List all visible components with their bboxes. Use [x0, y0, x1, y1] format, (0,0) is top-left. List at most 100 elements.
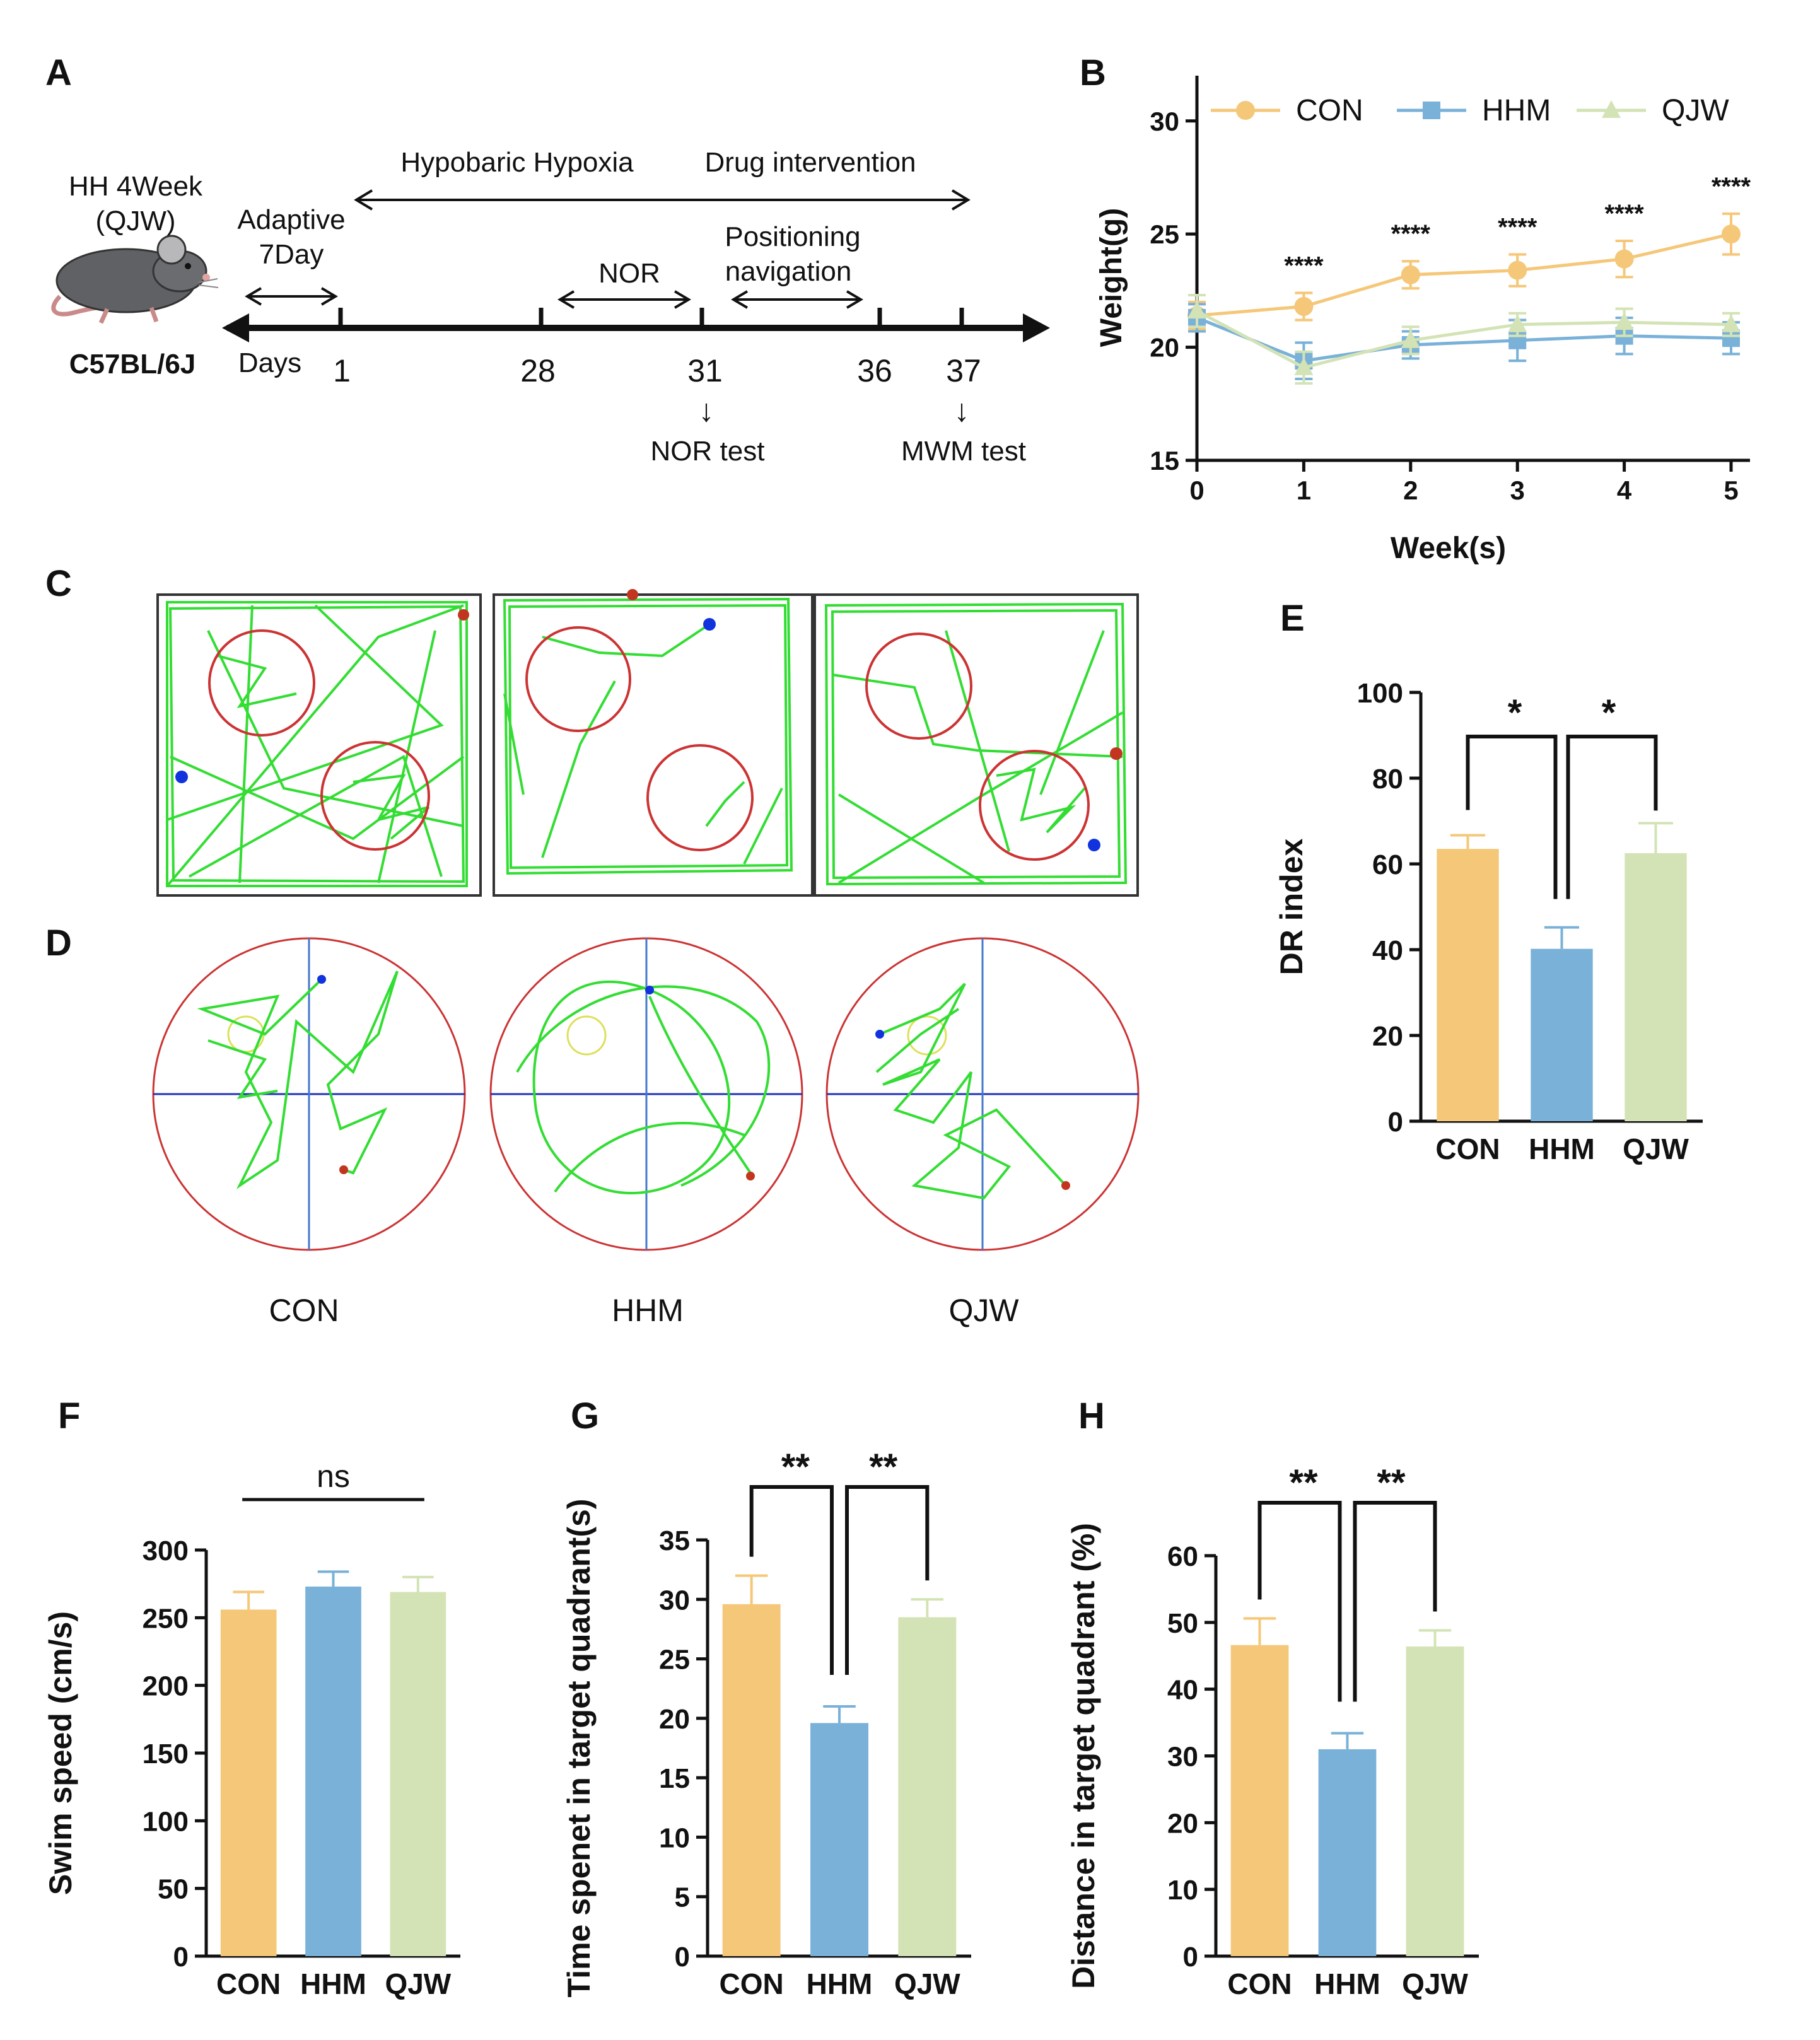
- y-tick-label: 20: [659, 1704, 690, 1735]
- weight-line-chart: 15 20 25 30 0 1 2 3 4 5 Week(s) Weight(g) **** **** **…: [1095, 76, 1751, 565]
- significance-label: *: [1508, 692, 1522, 733]
- significance-label: ****: [1498, 213, 1537, 241]
- tick-day-28: 28: [520, 353, 556, 388]
- mwm-test-label: MWM test: [901, 436, 1026, 467]
- y-tick-label: 200: [143, 1671, 189, 1702]
- mouse-icon: [51, 235, 219, 324]
- y-tick-label: 5: [675, 1882, 690, 1913]
- end-dot-icon: [1061, 1181, 1070, 1190]
- y-tick-label: 60: [1372, 849, 1403, 880]
- bar-hhm: [305, 1586, 361, 1956]
- panel-letter-a: A: [45, 52, 72, 93]
- days-label: Days: [238, 347, 301, 378]
- nor-arena-qjw: [814, 593, 1139, 897]
- y-tick-label: 15: [1150, 446, 1179, 475]
- y-tick-label: 40: [1167, 1675, 1198, 1706]
- x-tick-label: QJW: [1623, 1133, 1689, 1165]
- significance-bracket: [1566, 735, 1658, 899]
- mwm-label-con: CON: [269, 1293, 339, 1328]
- strain-label: C57BL/6J: [69, 349, 196, 380]
- y-tick-label: 0: [675, 1942, 690, 1973]
- mwm-test-arrow-icon: ↓: [954, 393, 970, 428]
- end-dot-icon: [339, 1165, 348, 1174]
- positioning-line1: Positioning: [725, 221, 860, 252]
- legend-label-con: CON: [1296, 94, 1363, 127]
- panel-letter-c: C: [45, 563, 72, 604]
- significance-bracket: [749, 1485, 834, 1675]
- panel-letter-e: E: [1280, 598, 1305, 639]
- series-line-qjw: [1196, 309, 1732, 370]
- x-tick-label: 2: [1403, 475, 1418, 505]
- y-axis-title: DR index: [1274, 838, 1309, 975]
- y-tick-label: 15: [659, 1763, 690, 1794]
- x-tick-label: HHM: [300, 1967, 366, 2000]
- significance-label: **: [1377, 1462, 1406, 1503]
- bar-qjw: [1406, 1646, 1464, 1956]
- significance-label: ****: [1604, 200, 1644, 228]
- dr-index-bar-chart: 0 20 40 60 80 100 CON HHM QJW DR index * *: [1274, 678, 1703, 1165]
- start-dot-icon: [875, 1030, 884, 1039]
- mwm-pool-qjw: [825, 937, 1140, 1251]
- y-tick-label: 25: [659, 1645, 690, 1676]
- significance-label: **: [781, 1447, 810, 1488]
- data-point-con: [1722, 224, 1741, 244]
- data-point-qjw: [1722, 314, 1741, 332]
- y-tick-label: 60: [1167, 1541, 1198, 1572]
- bar-con: [1437, 849, 1499, 1121]
- x-tick-label: 0: [1189, 475, 1204, 505]
- y-tick-label: 80: [1372, 764, 1403, 795]
- y-axis-title: Time spenet in target quadrant(s): [561, 1499, 597, 1998]
- y-tick-label: 0: [1183, 1942, 1198, 1973]
- y-tick-label: 0: [1388, 1107, 1403, 1138]
- mwm-label-hhm: HHM: [612, 1293, 684, 1328]
- y-axis-title: Weight(g): [1095, 208, 1128, 347]
- hypoxia-label: Hypobaric Hypoxia: [400, 147, 634, 178]
- data-point-qjw: [1294, 357, 1314, 375]
- distance-target-bar-chart: 0 10 20 30 40 50 60 CON HHM QJW Distance in target…: [1066, 1462, 1479, 2000]
- group-label-line1: HH 4Week: [69, 171, 203, 202]
- mwm-paths-panel: CON HHM QJW: [152, 937, 1140, 1328]
- x-tick-label: 3: [1510, 475, 1525, 505]
- data-point-con: [1401, 265, 1420, 284]
- panel-letter-b: B: [1080, 52, 1106, 93]
- y-tick-label: 10: [659, 1822, 690, 1853]
- nor-test-arrow-icon: ↓: [699, 393, 715, 428]
- bar-con: [220, 1609, 277, 1956]
- significance-label: *: [1602, 692, 1616, 733]
- time-target-bar-chart: 0 5 10 15 20 25 30 35 CON HHM QJW Time spenet in ta…: [561, 1447, 971, 2000]
- significance-bracket: [1466, 735, 1558, 899]
- panel-letter-d: D: [45, 923, 72, 964]
- start-dot-icon: [175, 771, 188, 783]
- bar-hhm: [1531, 948, 1593, 1121]
- bar-qjw: [390, 1592, 446, 1956]
- series-line-hhm: [1196, 316, 1732, 363]
- y-tick-label: 250: [143, 1603, 189, 1634]
- significance-bracket: [845, 1485, 930, 1675]
- x-tick-label: HHM: [1529, 1133, 1595, 1165]
- end-dot-icon: [1110, 747, 1123, 760]
- series-line-con: [1196, 232, 1732, 317]
- y-tick-label: 10: [1167, 1875, 1198, 1906]
- x-axis-title: Week(s): [1391, 532, 1506, 565]
- bar-con: [722, 1604, 781, 1956]
- nor-label: NOR: [598, 258, 660, 289]
- data-point-con: [1614, 249, 1634, 269]
- data-point-qjw: [1187, 301, 1206, 319]
- nor-arena-con: [156, 593, 482, 897]
- significance-label: ns: [317, 1459, 350, 1494]
- mwm-pool-con: [152, 937, 466, 1251]
- positioning-line2: navigation: [725, 256, 852, 287]
- end-dot-icon: [627, 589, 638, 600]
- y-tick-label: 30: [1167, 1742, 1198, 1773]
- legend-label-qjw: QJW: [1662, 94, 1729, 127]
- significance-bracket: [1353, 1501, 1437, 1702]
- bar-hhm: [1318, 1749, 1377, 1956]
- bar-qjw: [1625, 853, 1687, 1121]
- bar-hhm: [810, 1723, 868, 1956]
- y-tick-label: 20: [1167, 1808, 1198, 1839]
- nor-tracks-panel: [156, 589, 1139, 897]
- significance-label: ****: [1284, 252, 1324, 279]
- x-tick-label: CON: [720, 1967, 784, 2000]
- legend-marker-icon: [1423, 102, 1440, 119]
- start-dot-icon: [1088, 839, 1100, 851]
